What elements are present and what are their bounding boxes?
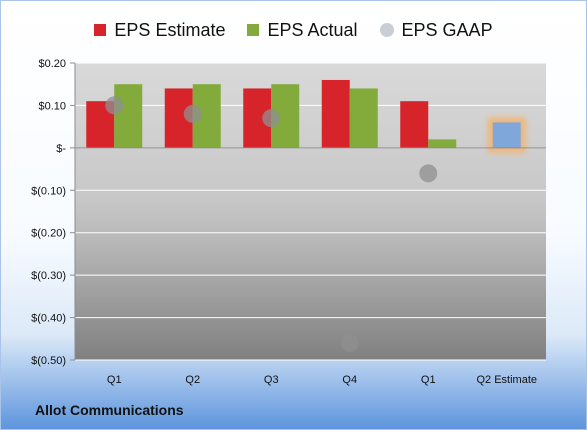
bar-eps-estimate [321, 79, 350, 148]
legend-eps-estimate: EPS Estimate [94, 20, 225, 41]
legend: EPS Estimate EPS Actual EPS GAAP [1, 15, 586, 45]
bar-eps-actual [428, 139, 457, 148]
bar-eps-actual [349, 88, 378, 148]
y-tick-label: $(0.30) [31, 270, 66, 282]
legend-eps-gaap-label: EPS GAAP [401, 19, 493, 40]
bar-eps-estimate [400, 101, 429, 148]
gaap-points [105, 96, 438, 353]
plot-area [75, 63, 546, 360]
point-eps-gaap [340, 334, 359, 353]
bar-q2-estimate [492, 122, 521, 148]
x-tick-label: Q1 [421, 374, 436, 386]
point-eps-gaap [419, 164, 438, 183]
legend-eps-gaap-swatch [379, 23, 394, 37]
legend-eps-estimate-label: EPS Estimate [114, 19, 226, 40]
company-name: Allot Communications [35, 402, 184, 418]
x-tick-label: Q4 [342, 374, 357, 386]
y-tick-label: $(0.40) [31, 313, 66, 325]
bar-eps-actual [114, 84, 143, 148]
legend-eps-actual-swatch [247, 24, 260, 36]
y-tick-label: $(0.20) [31, 228, 66, 240]
legend-eps-actual: EPS Actual [247, 19, 358, 41]
point-eps-gaap [262, 109, 281, 128]
y-axis: $0.20 $0.10 $- $(0.10) $(0.20) $(0.30) $(0.40)… [31, 58, 76, 367]
x-tick-label: Q2 [185, 374, 200, 386]
x-tick-label: Q3 [264, 374, 279, 386]
y-tick-label: $(0.10) [31, 185, 66, 197]
x-tick-label: Q1 [107, 374, 122, 386]
y-tick-label: $- [56, 143, 66, 155]
legend-eps-actual-label: EPS Actual [267, 19, 358, 40]
y-tick-label: $0.10 [38, 100, 66, 112]
y-tick-label: $(0.50) [31, 355, 66, 367]
y-tick-label: $0.20 [38, 58, 66, 70]
bars [75, 79, 546, 153]
legend-eps-estimate-swatch [94, 24, 107, 36]
legend-eps-gaap: EPS GAAP [379, 19, 493, 41]
x-tick-label: Q2 Estimate [476, 374, 537, 386]
point-eps-gaap [183, 104, 202, 123]
x-axis: Q1 Q2 Q3 Q4 Q1 Q2 Estimate [107, 374, 537, 386]
point-eps-gaap [105, 96, 124, 115]
